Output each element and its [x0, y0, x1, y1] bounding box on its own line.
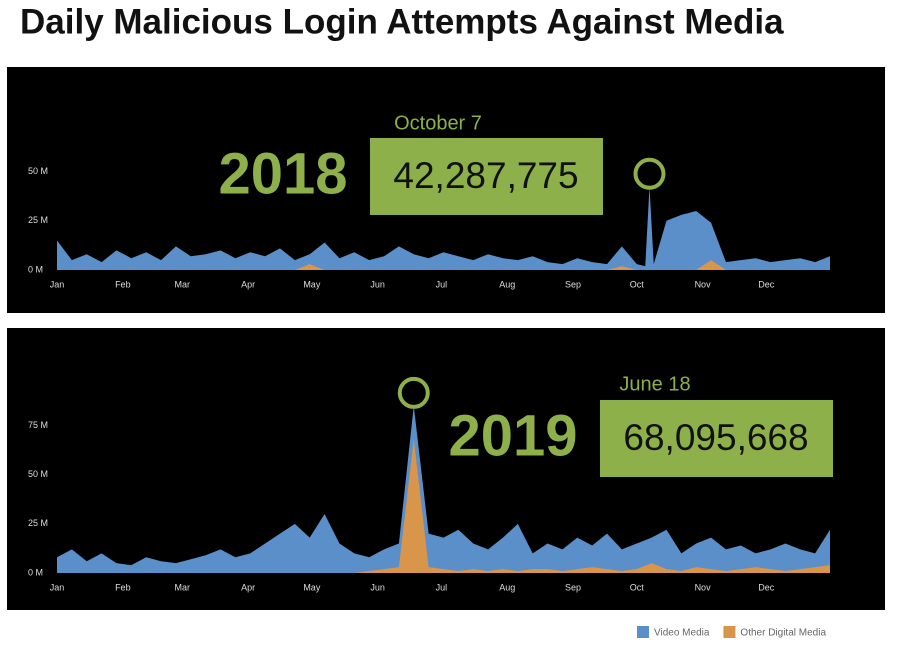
highlight-circle [633, 157, 666, 190]
year-label: 2019 [448, 403, 577, 468]
highlight-circle [397, 376, 430, 409]
y-tick-label: 75 M [28, 420, 48, 430]
value-box [600, 400, 833, 477]
legend-swatch [723, 626, 736, 638]
x-tick-label: May [303, 279, 321, 289]
x-tick-label: Dec [758, 279, 775, 289]
y-tick-label: 0 M [28, 567, 43, 577]
y-tick-label: 25 M [28, 518, 48, 528]
x-tick-label: Nov [695, 279, 712, 289]
y-tick-label: 50 M [28, 166, 48, 176]
x-tick-label: Oct [630, 279, 645, 289]
year-label: 2018 [218, 141, 347, 206]
x-tick-label: Jan [50, 582, 65, 592]
x-tick-label: Oct [630, 582, 645, 592]
legend-label: Other Digital Media [740, 628, 826, 639]
x-tick-label: Jul [436, 582, 448, 592]
x-tick-label: Jun [370, 582, 385, 592]
x-tick-label: Nov [695, 582, 712, 592]
x-tick-label: Jul [436, 279, 448, 289]
legend-swatch [637, 626, 649, 638]
x-tick-label: Jun [370, 279, 385, 289]
x-tick-label: Mar [175, 279, 191, 289]
x-tick-label: Dec [758, 582, 775, 592]
x-tick-label: Sep [565, 279, 581, 289]
x-tick-label: Apr [241, 279, 255, 289]
area [57, 186, 830, 270]
x-tick-label: Feb [115, 279, 131, 289]
date-annotation: June 18 [619, 373, 690, 395]
x-tick-label: Aug [499, 279, 515, 289]
x-tick-label: Sep [565, 582, 581, 592]
area [57, 405, 830, 573]
x-tick-label: May [303, 582, 321, 592]
y-tick-label: 0 M [28, 264, 43, 274]
x-tick-label: Mar [175, 582, 191, 592]
value-label: 68,095,668 [623, 417, 808, 458]
date-annotation: October 7 [394, 112, 482, 134]
legend-label: Video Media [654, 628, 710, 639]
y-tick-label: 50 M [28, 469, 48, 479]
page-title: Daily Malicious Login Attempts Against M… [20, 2, 784, 41]
x-tick-label: Jan [50, 279, 65, 289]
x-tick-label: Aug [499, 582, 515, 592]
x-tick-label: Apr [241, 582, 255, 592]
x-tick-label: Feb [115, 582, 131, 592]
value-box [370, 138, 603, 215]
value-label: 42,287,775 [393, 155, 578, 196]
y-tick-label: 25 M [28, 215, 48, 225]
